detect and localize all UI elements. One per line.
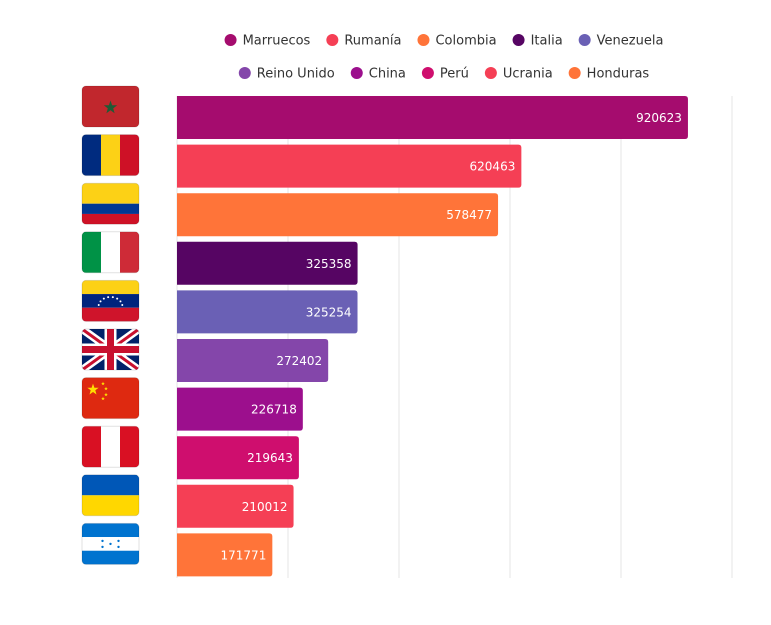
flag-ukraine-icon xyxy=(81,474,140,517)
legend-marker xyxy=(484,67,497,79)
bar-label-honduras: 171771 xyxy=(221,548,267,562)
legend-item-china: China xyxy=(350,67,406,82)
flag-peru-icon xyxy=(81,425,140,468)
legend-item-ucrania: Ucrania xyxy=(484,67,553,82)
bars xyxy=(177,96,688,577)
flag-column xyxy=(81,85,140,565)
flag-venezuela-icon xyxy=(81,279,140,322)
bar-rumania xyxy=(177,144,522,188)
bar-label-china: 226718 xyxy=(251,403,297,417)
legend-label: Marruecos xyxy=(243,34,311,49)
legend-label: China xyxy=(369,67,406,82)
legend-item-colombia: Colombia xyxy=(417,34,497,49)
legend-marker xyxy=(417,34,430,46)
flag-honduras-icon xyxy=(81,522,140,565)
legend-item-peru: Perú xyxy=(421,67,469,82)
legend-label: Rumanía xyxy=(344,34,401,49)
bar-label-ucrania: 210012 xyxy=(242,500,288,514)
legend-marker xyxy=(238,67,251,79)
legend-label: Ucrania xyxy=(503,67,553,82)
legend-item-italia: Italia xyxy=(512,34,563,49)
flag-romania-icon xyxy=(81,134,140,177)
legend-item-reino-unido: Reino Unido xyxy=(238,67,335,82)
bar-honduras xyxy=(177,533,273,577)
bar-china xyxy=(177,387,303,431)
bar-colombia xyxy=(177,193,499,237)
bar-label-colombia: 578477 xyxy=(446,208,492,222)
flag-colombia-icon xyxy=(81,182,140,225)
legend-item-rumania: Rumanía xyxy=(326,34,401,49)
legend-marker xyxy=(568,67,581,79)
bar-label-italia: 325358 xyxy=(306,257,352,271)
bar-label-marruecos: 920623 xyxy=(636,111,682,125)
bar-label-rumania: 620463 xyxy=(470,160,516,174)
bar-reino-unido xyxy=(177,339,329,382)
legend-marker xyxy=(512,34,525,46)
flag-morocco-icon xyxy=(81,85,140,128)
legend-marker xyxy=(224,34,237,46)
legend-marker xyxy=(326,34,339,46)
legend-label: Venezuela xyxy=(597,34,664,49)
legend-label: Italia xyxy=(531,34,563,49)
legend-label: Reino Unido xyxy=(257,67,335,82)
bar-venezuela xyxy=(177,290,358,334)
legend-marker xyxy=(350,67,363,79)
legend-item-honduras: Honduras xyxy=(568,67,650,82)
bar-peru xyxy=(177,436,299,480)
legend-marker xyxy=(578,34,591,46)
legend: Marruecos Rumanía Colombia Italia Venezuela R… xyxy=(224,34,664,82)
legend-label: Honduras xyxy=(587,67,650,82)
legend-marker xyxy=(421,67,434,79)
flag-china-icon xyxy=(81,377,140,420)
bar-italia xyxy=(177,241,358,285)
flag-italy-icon xyxy=(81,231,140,274)
bar-marruecos xyxy=(177,96,688,139)
legend-item-marruecos: Marruecos xyxy=(224,34,311,49)
bar-value-labels: 920623 620463 578477 325358 325254 272402 2267… xyxy=(221,111,682,562)
legend-label: Perú xyxy=(440,67,469,82)
legend-item-venezuela: Venezuela xyxy=(578,34,664,49)
bar-label-reino-unido: 272402 xyxy=(276,354,322,368)
bar-ucrania xyxy=(177,484,294,528)
legend-label: Colombia xyxy=(435,34,496,49)
bar-label-venezuela: 325254 xyxy=(306,305,352,319)
flag-uk-icon xyxy=(81,328,140,371)
bar-label-peru: 219643 xyxy=(247,451,293,465)
